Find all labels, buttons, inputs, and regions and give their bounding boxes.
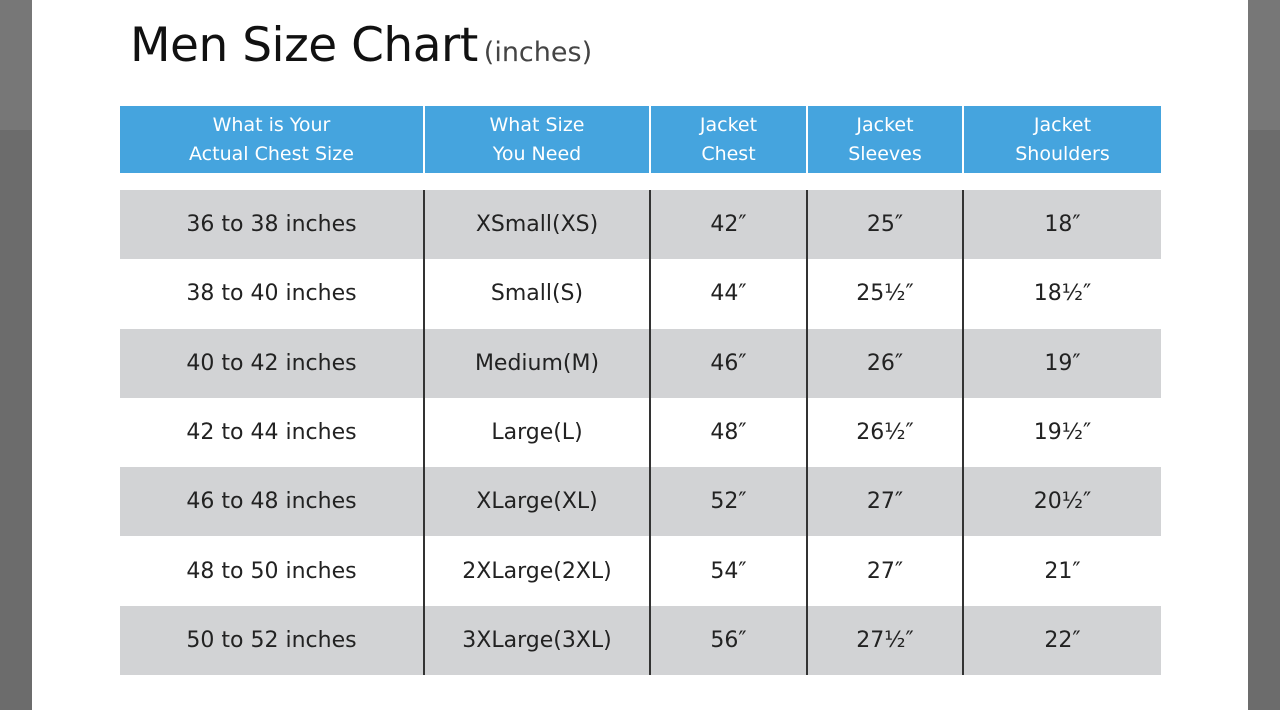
cell-jacket-chest: 46″ (651, 328, 808, 398)
cell-size: 2XLarge(2XL) (425, 536, 651, 606)
cell-jacket-shoulders: 19″ (1044, 350, 1081, 376)
cell-jacket-sleeves: 26″ (808, 328, 964, 398)
table-body: 36 to 38 inches XSmall(XS) 42″ 25″ 18″ 38 to … (120, 190, 1161, 676)
chart-title: Men Size Chart (inches) (130, 18, 592, 73)
table-row: 36 to 38 inches XSmall(XS) 42″ 25″ 18″ (120, 190, 1161, 260)
cell-size: Large(L) (425, 397, 651, 468)
cell-jacket-chest: 54″ (651, 536, 808, 606)
cell-jacket-shoulders: 18½″ (1033, 281, 1092, 307)
title-unit: (inches) (483, 37, 593, 68)
table-header: What is Your Actual Chest Size What Size… (120, 106, 1161, 173)
cell-jacket-shoulders: 21″ (1044, 558, 1081, 584)
cell-jacket-shoulders: 18″ (1044, 212, 1081, 238)
cell-chest-size: 36 to 38 inches (120, 190, 425, 260)
table-row: 48 to 50 inches 2XLarge(2XL) 54″ 27″ 21″ (120, 536, 1161, 606)
table-row: 42 to 44 inches Large(L) 48″ 26½″ 19½″ (120, 397, 1161, 468)
cell-jacket-shoulders: 20½″ (1033, 489, 1092, 515)
title-text: Men Size Chart (130, 18, 478, 73)
table-row: 40 to 42 inches Medium(M) 46″ 26″ 19″ (120, 328, 1161, 398)
header-jacket-sleeves: Jacket Sleeves (808, 106, 964, 173)
cell-chest-size: 46 to 48 inches (120, 467, 425, 537)
cell-jacket-chest: 52″ (651, 467, 808, 537)
cell-chest-size: 40 to 42 inches (120, 328, 425, 398)
cell-size: Small(S) (425, 259, 651, 329)
cell-jacket-shoulders: 19½″ (1033, 420, 1092, 446)
cell-jacket-chest: 56″ (651, 605, 808, 676)
table-row: 38 to 40 inches Small(S) 44″ 25½″ 18½″ (120, 259, 1161, 329)
header-chest-size: What is Your Actual Chest Size (120, 106, 425, 173)
size-table: What is Your Actual Chest Size What Size… (120, 106, 1161, 676)
cell-size: Medium(M) (425, 328, 651, 398)
cell-jacket-sleeves: 26½″ (808, 397, 964, 468)
cell-chest-size: 48 to 50 inches (120, 536, 425, 606)
cell-size: 3XLarge(3XL) (425, 605, 651, 676)
cell-jacket-sleeves: 27″ (808, 536, 964, 606)
cell-jacket-sleeves: 27½″ (808, 605, 964, 676)
cell-chest-size: 42 to 44 inches (120, 397, 425, 468)
cell-jacket-sleeves: 25″ (808, 190, 964, 260)
cell-size: XLarge(XL) (425, 467, 651, 537)
cell-jacket-shoulders: 22″ (1044, 627, 1081, 653)
cell-chest-size: 50 to 52 inches (120, 605, 425, 676)
cell-jacket-chest: 48″ (651, 397, 808, 468)
table-row: 46 to 48 inches XLarge(XL) 52″ 27″ 20½″ (120, 467, 1161, 537)
cell-jacket-chest: 44″ (651, 259, 808, 329)
cell-jacket-sleeves: 25½″ (808, 259, 964, 329)
cell-jacket-sleeves: 27″ (808, 467, 964, 537)
header-jacket-chest: Jacket Chest (651, 106, 808, 173)
table-row: 50 to 52 inches 3XLarge(3XL) 56″ 27½″ 22″ (120, 605, 1161, 676)
cell-chest-size: 38 to 40 inches (120, 259, 425, 329)
size-chart-image-panel: Men Size Chart (inches) What is Your Actu… (32, 0, 1248, 710)
header-jacket-shoulders: Jacket Shoulders (1015, 113, 1110, 165)
cell-jacket-chest: 42″ (651, 190, 808, 260)
cell-size: XSmall(XS) (425, 190, 651, 260)
header-size-needed: What Size You Need (425, 106, 651, 173)
